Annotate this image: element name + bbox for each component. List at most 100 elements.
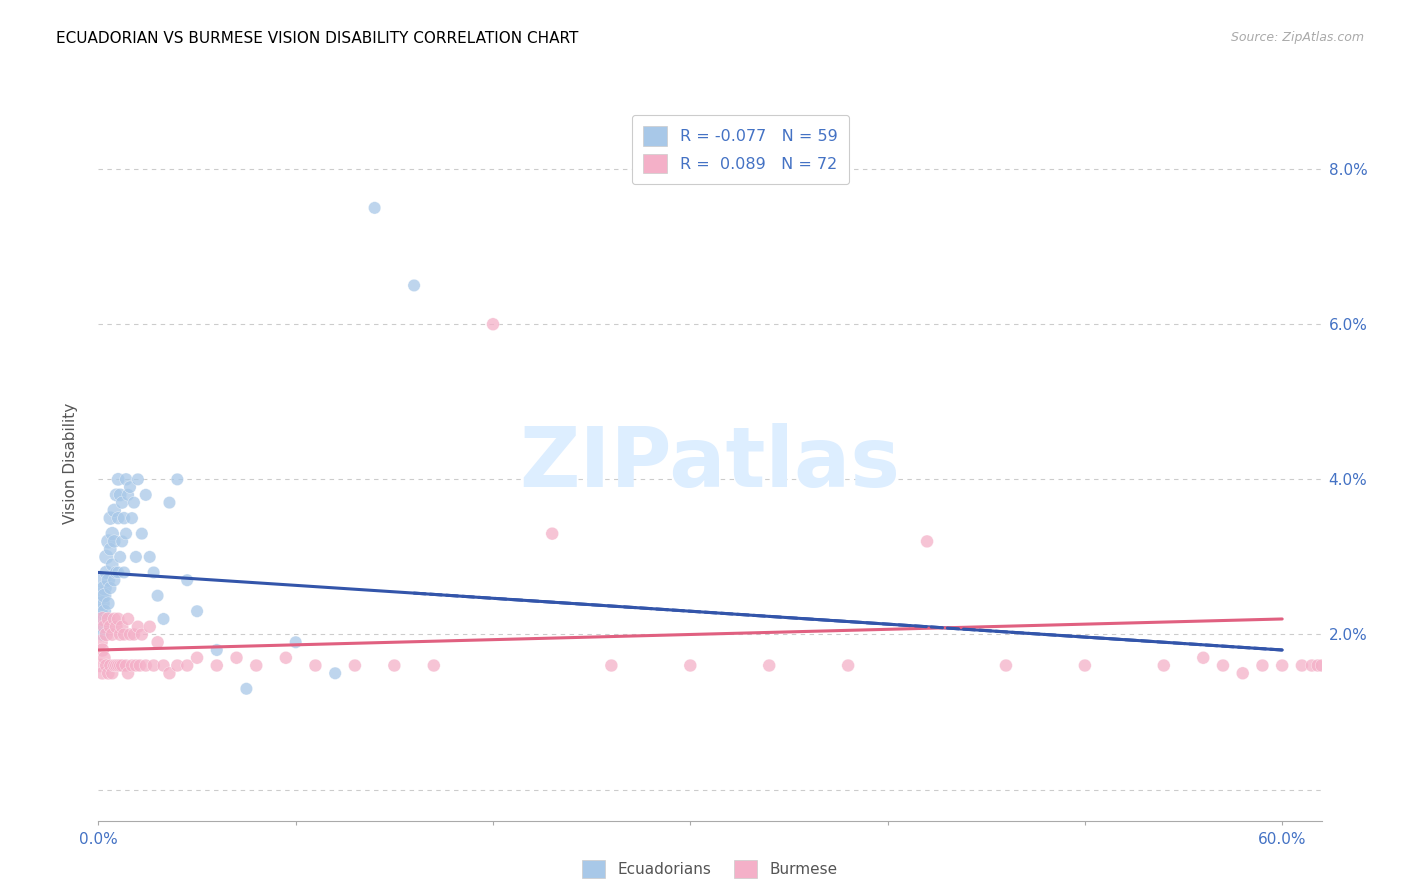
Point — [121, 511, 143, 525]
Point — [93, 589, 115, 603]
Point — [89, 612, 111, 626]
Point — [138, 620, 160, 634]
Point — [112, 511, 135, 525]
Point — [117, 666, 139, 681]
Point — [93, 650, 115, 665]
Point — [1306, 658, 1329, 673]
Point — [107, 658, 129, 673]
Point — [1291, 658, 1313, 673]
Point — [225, 650, 247, 665]
Point — [125, 658, 148, 673]
Point — [96, 566, 118, 580]
Point — [1301, 658, 1323, 673]
Point — [166, 658, 188, 673]
Point — [96, 627, 118, 641]
Point — [122, 495, 145, 509]
Point — [98, 542, 121, 557]
Point — [103, 612, 125, 626]
Point — [93, 620, 115, 634]
Point — [131, 627, 153, 641]
Point — [423, 658, 446, 673]
Point — [382, 658, 405, 673]
Point — [105, 488, 128, 502]
Point — [138, 549, 160, 564]
Point — [1192, 650, 1215, 665]
Point — [91, 612, 114, 626]
Point — [91, 666, 114, 681]
Point — [91, 597, 114, 611]
Point — [91, 573, 114, 587]
Point — [117, 488, 139, 502]
Point — [127, 620, 149, 634]
Point — [89, 658, 111, 673]
Point — [1212, 658, 1234, 673]
Point — [105, 566, 128, 580]
Point — [103, 573, 125, 587]
Point — [115, 526, 138, 541]
Text: ZIPatlas: ZIPatlas — [520, 424, 900, 504]
Point — [245, 658, 267, 673]
Point — [915, 534, 938, 549]
Point — [108, 658, 131, 673]
Point — [146, 589, 169, 603]
Point — [135, 658, 157, 673]
Point — [91, 627, 114, 641]
Point — [235, 681, 257, 696]
Point — [105, 658, 128, 673]
Point — [112, 566, 135, 580]
Point — [128, 658, 150, 673]
Point — [274, 650, 297, 665]
Point — [600, 658, 623, 673]
Point — [112, 627, 135, 641]
Point — [541, 526, 564, 541]
Point — [89, 604, 111, 618]
Point — [994, 658, 1017, 673]
Point — [91, 643, 114, 657]
Point — [98, 620, 121, 634]
Point — [1251, 658, 1274, 673]
Point — [111, 620, 134, 634]
Point — [121, 658, 143, 673]
Point — [101, 526, 124, 541]
Point — [142, 658, 165, 673]
Point — [115, 658, 138, 673]
Point — [108, 488, 131, 502]
Point — [107, 472, 129, 486]
Point — [101, 666, 124, 681]
Point — [1271, 658, 1294, 673]
Point — [135, 488, 157, 502]
Point — [96, 612, 118, 626]
Point — [363, 201, 385, 215]
Point — [118, 627, 141, 641]
Point — [122, 627, 145, 641]
Point — [111, 534, 134, 549]
Point — [482, 317, 505, 331]
Point — [103, 534, 125, 549]
Point — [98, 581, 121, 595]
Y-axis label: Vision Disability: Vision Disability — [63, 403, 77, 524]
Point — [103, 658, 125, 673]
Point — [97, 597, 120, 611]
Point — [186, 650, 208, 665]
Point — [159, 666, 181, 681]
Point — [111, 495, 134, 509]
Point — [1310, 658, 1333, 673]
Point — [111, 658, 134, 673]
Point — [404, 278, 426, 293]
Point — [97, 534, 120, 549]
Point — [107, 612, 129, 626]
Point — [93, 581, 115, 595]
Point — [108, 549, 131, 564]
Point — [101, 627, 124, 641]
Text: ECUADORIAN VS BURMESE VISION DISABILITY CORRELATION CHART: ECUADORIAN VS BURMESE VISION DISABILITY … — [56, 31, 579, 46]
Point — [107, 511, 129, 525]
Point — [1074, 658, 1097, 673]
Point — [96, 549, 118, 564]
Point — [115, 472, 138, 486]
Point — [152, 658, 174, 673]
Point — [1153, 658, 1175, 673]
Point — [758, 658, 780, 673]
Point — [101, 558, 124, 572]
Text: Source: ZipAtlas.com: Source: ZipAtlas.com — [1230, 31, 1364, 45]
Point — [343, 658, 366, 673]
